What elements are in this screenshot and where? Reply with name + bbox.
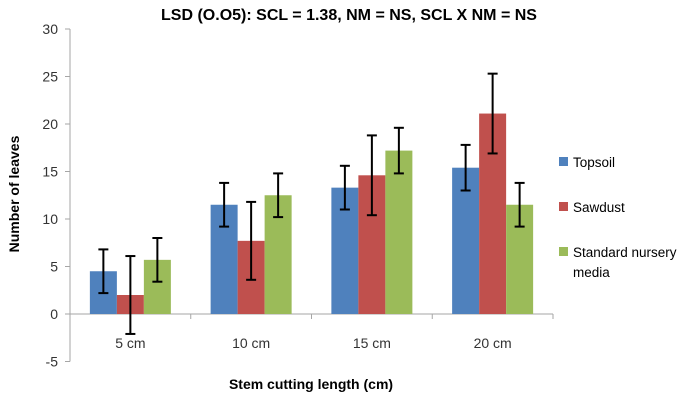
legend-swatch — [559, 202, 568, 211]
y-tick-label: 25 — [42, 69, 58, 85]
y-axis-label: Number of leaves — [6, 135, 22, 252]
y-tick-label: 15 — [42, 164, 58, 180]
error-bar — [460, 143, 471, 192]
y-tick-label: 5 — [50, 259, 58, 275]
error-bar — [273, 172, 284, 219]
y-tick-label: 30 — [42, 21, 58, 37]
legend-label: Topsoil — [573, 155, 615, 170]
chart-title: LSD (O.O5): SCL = 1.38, NM = NS, SCL X N… — [161, 7, 537, 24]
legend-swatch — [559, 247, 568, 256]
bar-topsoil — [452, 167, 480, 314]
legend-item: Standard nursery media — [559, 245, 677, 280]
y-axis: -5 0 5 10 15 20 25 30 — [42, 21, 71, 370]
error-bar — [339, 164, 350, 211]
x-tick-label: 10 cm — [232, 335, 270, 351]
legend-label-line: Standard nursery — [573, 245, 677, 260]
x-axis: 5 cm 10 cm 15 cm 20 cm — [69, 313, 554, 351]
legend-swatch — [559, 157, 568, 166]
legend-label-line: media — [573, 265, 610, 280]
y-tick-label: 20 — [42, 116, 58, 132]
error-bar — [219, 181, 230, 228]
y-tick-label: 0 — [50, 306, 58, 322]
error-bar — [125, 255, 136, 335]
error-bar — [366, 134, 377, 217]
error-bar — [98, 248, 109, 295]
legend-item: Sawdust — [559, 200, 625, 215]
x-axis-label: Stem cutting length (cm) — [229, 376, 393, 392]
bars — [89, 113, 534, 314]
error-bars — [98, 72, 525, 335]
error-bar — [152, 237, 163, 283]
legend-item: Topsoil — [559, 155, 615, 170]
y-tick-label: -5 — [46, 354, 59, 370]
error-bar — [487, 72, 498, 155]
legend: Topsoil Sawdust Standard nursery media — [559, 155, 677, 280]
y-tick-label: 10 — [42, 211, 58, 227]
bar-standard-nursery-media — [385, 150, 413, 314]
legend-label: Sawdust — [573, 200, 625, 215]
x-tick-label: 20 cm — [474, 335, 512, 351]
error-bar — [246, 200, 257, 281]
error-bar — [393, 126, 404, 175]
legend-label: Standard nursery media — [573, 245, 677, 280]
x-tick-label: 5 cm — [115, 335, 145, 351]
error-bar — [514, 181, 525, 228]
x-tick-label: 15 cm — [353, 335, 391, 351]
